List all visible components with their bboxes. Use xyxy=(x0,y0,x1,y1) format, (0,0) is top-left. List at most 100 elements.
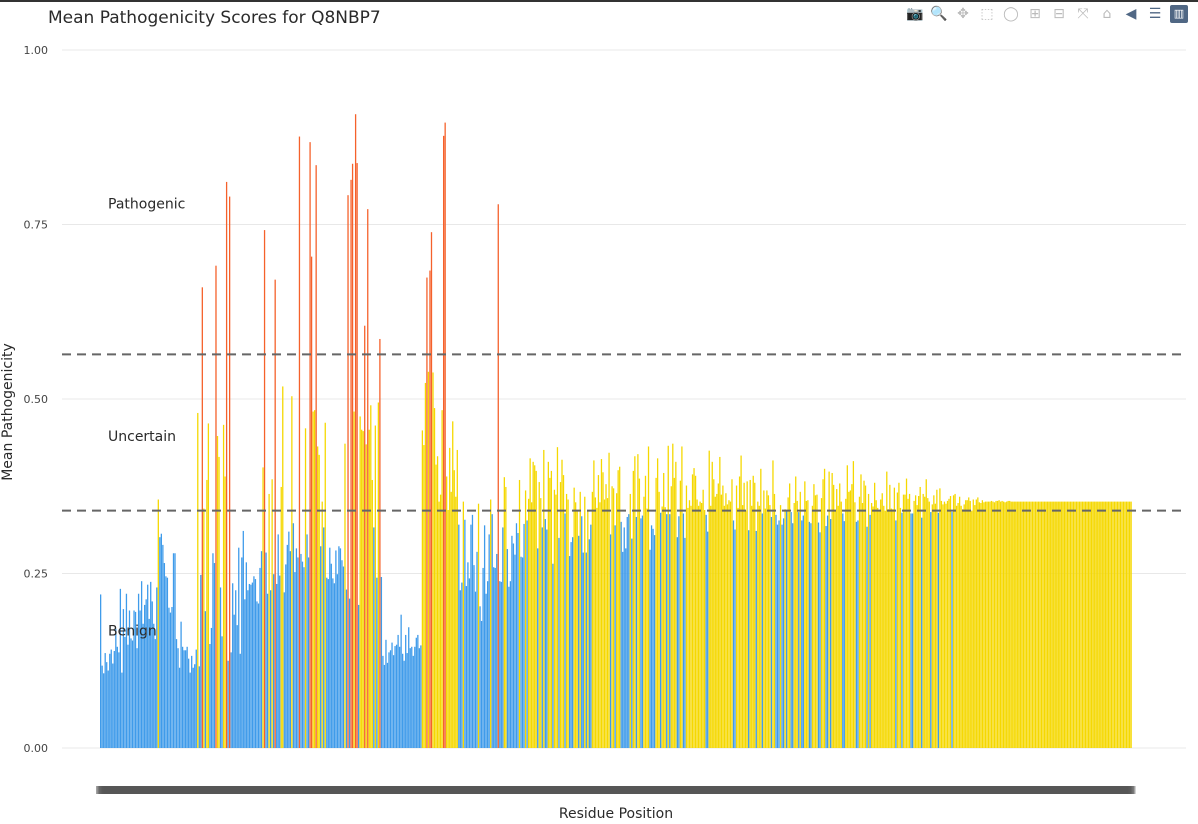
bar xyxy=(411,646,413,748)
bar xyxy=(1027,501,1029,748)
bar xyxy=(559,482,562,748)
bar xyxy=(962,509,964,748)
bar xyxy=(1001,500,1003,748)
hover-closest-icon[interactable]: ◀ xyxy=(1125,6,1137,22)
bar xyxy=(323,527,325,748)
bar xyxy=(1083,501,1085,748)
bar xyxy=(919,486,921,748)
bar xyxy=(184,650,187,748)
hover-compare-icon[interactable]: ☰ xyxy=(1148,6,1162,22)
bar xyxy=(244,599,246,748)
bar xyxy=(474,591,477,748)
bar xyxy=(405,634,407,748)
zoom-icon[interactable]: 🔍 xyxy=(930,6,948,22)
bar xyxy=(632,470,634,748)
bar xyxy=(931,504,933,748)
bar xyxy=(1113,501,1116,748)
bar xyxy=(945,503,947,748)
bar xyxy=(456,449,458,748)
camera-icon[interactable]: 📷 xyxy=(906,6,924,22)
bar xyxy=(538,482,540,748)
bar xyxy=(462,501,465,748)
bar xyxy=(570,542,572,748)
bar xyxy=(740,455,742,748)
bar xyxy=(937,512,940,748)
bar xyxy=(603,499,606,748)
bar xyxy=(215,265,217,748)
bar xyxy=(417,634,419,748)
bar xyxy=(907,498,909,748)
bar xyxy=(663,472,665,748)
bar xyxy=(415,637,417,748)
lasso-select-icon[interactable]: ◯ xyxy=(1003,6,1019,22)
bar xyxy=(506,549,509,748)
bar xyxy=(286,544,288,748)
bar xyxy=(656,458,659,748)
bar xyxy=(206,479,208,748)
bar xyxy=(702,489,704,748)
bar xyxy=(544,519,546,748)
bar xyxy=(107,670,109,748)
bar xyxy=(552,563,554,748)
bar xyxy=(699,501,701,748)
bar xyxy=(402,653,404,748)
zoom-in-icon[interactable]: ⊞ xyxy=(1029,6,1041,22)
bar xyxy=(1065,501,1067,748)
bar xyxy=(175,639,178,748)
bar xyxy=(1068,501,1070,748)
bar xyxy=(690,505,692,748)
zoom-out-icon[interactable]: ⊟ xyxy=(1053,6,1065,22)
bar xyxy=(471,514,474,748)
bar xyxy=(121,672,123,748)
pan-icon[interactable]: ✥ xyxy=(957,6,969,22)
bar xyxy=(122,609,125,748)
bar xyxy=(650,525,653,748)
bar xyxy=(546,529,548,748)
bar xyxy=(452,421,454,748)
bar xyxy=(968,497,970,748)
bar xyxy=(773,493,776,748)
bar xyxy=(511,535,513,748)
bar xyxy=(694,475,697,748)
bar xyxy=(414,646,416,748)
bar xyxy=(128,610,131,748)
bar xyxy=(556,447,559,748)
bar xyxy=(895,520,897,748)
box-select-icon[interactable]: ⬚ xyxy=(980,6,994,22)
bar xyxy=(1003,501,1005,748)
bar xyxy=(561,459,563,748)
bar xyxy=(477,503,480,748)
bar xyxy=(238,547,240,748)
bar xyxy=(365,444,367,748)
bar xyxy=(905,478,908,748)
home-icon[interactable]: ⌂ xyxy=(1102,6,1112,22)
bar xyxy=(767,495,770,748)
bar xyxy=(1106,501,1108,748)
bar xyxy=(687,507,689,748)
bar xyxy=(711,461,713,748)
bar xyxy=(235,590,237,748)
autoscale-icon[interactable]: ⤧ xyxy=(1077,6,1089,22)
y-tick-label: 0.25 xyxy=(24,568,49,581)
bar xyxy=(232,583,234,748)
bar xyxy=(799,491,801,748)
bar xyxy=(388,652,390,748)
bar xyxy=(313,410,316,748)
bar xyxy=(925,479,927,748)
bar xyxy=(106,662,108,748)
bar xyxy=(379,338,381,748)
bar xyxy=(534,465,536,748)
y-tick-label: 0.00 xyxy=(24,742,49,755)
bar xyxy=(321,501,323,748)
bar xyxy=(998,500,1000,748)
bar xyxy=(453,470,455,748)
bar xyxy=(1084,501,1087,748)
bar xyxy=(558,537,560,748)
bar xyxy=(611,486,613,748)
bar xyxy=(127,644,129,748)
bar xyxy=(877,507,879,748)
bar xyxy=(189,672,191,748)
plotly-logo-icon[interactable]: ▥ xyxy=(1170,5,1188,23)
bar xyxy=(509,581,512,748)
